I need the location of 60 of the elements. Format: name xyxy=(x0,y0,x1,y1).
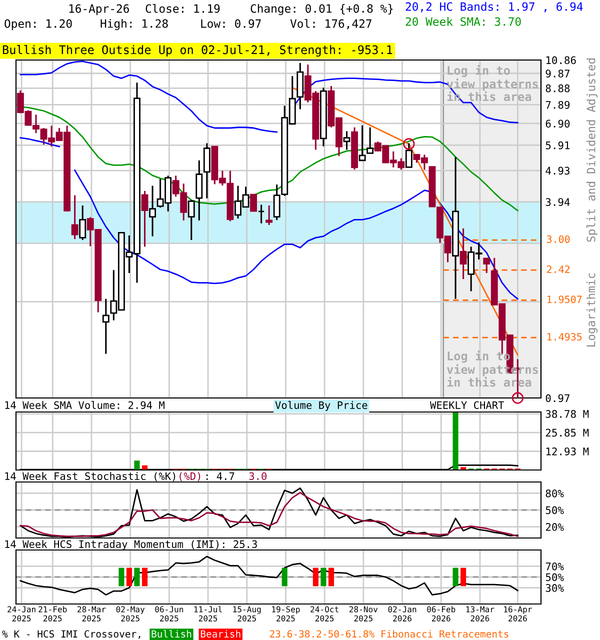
x-tick-label: 15-Aug 2025 xyxy=(233,606,261,622)
chart-title: 14 Week SMA Volume: 2.94 M xyxy=(5,401,164,410)
text: Close: 1.19 xyxy=(146,4,220,13)
text: High: 1.28 xyxy=(100,19,168,30)
text: Bearish xyxy=(200,630,240,638)
text: 23.6-38.2-50-61.8% Fibonacci Retracements xyxy=(270,630,508,638)
text: Volume By Price xyxy=(275,401,368,411)
y-tick-label: 25.85 M xyxy=(546,428,589,437)
text: 3.0 xyxy=(249,472,267,480)
text: 20,2 HC Bands: 1.97 , 6.94 xyxy=(406,2,583,12)
y-tick-label: 3.94 xyxy=(546,198,570,206)
chart-title: 14 Week HCS Intraday Momentum (IMI): 25.3 xyxy=(5,540,257,550)
text: 16-Apr-26 xyxy=(69,4,129,16)
x-tick-label: 06-Feb 2026 xyxy=(427,606,456,622)
y-tick-label: 12.93 M xyxy=(546,448,589,456)
x-tick-label: 06-Jun 2025 xyxy=(155,606,184,622)
y-tick-label: 5.91 xyxy=(546,141,570,150)
x-tick-label: 21-Feb 2025 xyxy=(38,606,67,622)
y-tick-label: 10.86 xyxy=(546,56,576,64)
y-tick-label: 8.88 xyxy=(546,84,570,92)
y-tick-label: 30% xyxy=(546,584,564,592)
x-tick-label: 24-Oct 2025 xyxy=(310,606,338,622)
text: Vol: 176,427 xyxy=(290,19,372,30)
x-tick-label: 02-May 2025 xyxy=(116,606,145,622)
text: Logarithmic xyxy=(586,273,598,347)
text: : 4.7 xyxy=(206,472,234,480)
ref-line-label: 2.42 xyxy=(546,265,570,273)
text: Bullish xyxy=(152,630,192,638)
y-tick-label: 7.89 xyxy=(546,100,570,109)
text: Low: 0.97 xyxy=(201,19,261,28)
text: Change: 0.01 {+0.8 %} xyxy=(250,4,393,16)
y-tick-label: 20% xyxy=(546,523,564,531)
y-tick-label: 0.97 xyxy=(546,394,570,402)
text: % K - HCS IMI Crossover, xyxy=(2,630,140,639)
y-tick-label: 80% xyxy=(546,489,564,498)
ref-line-label: 1.4935 xyxy=(547,332,582,341)
chart-title: Bullish Three Outside Up on 02-Jul-21, Strength: -953.1 xyxy=(2,45,392,57)
y-tick-label: 6.90 xyxy=(546,120,570,128)
y-tick-label: 50% xyxy=(546,506,564,514)
y-tick-label: 9.87 xyxy=(546,70,570,78)
y-tick-label: 38.78 M xyxy=(546,410,589,418)
y-axis-title: Split and Dividend Adjusted xyxy=(586,58,598,242)
y-tick-label: 50% xyxy=(546,573,564,582)
x-tick-label: 02-Jan 2026 xyxy=(388,606,416,622)
ref-line-label: 1.9507 xyxy=(547,296,582,304)
text: Open: 1.20 xyxy=(4,19,72,30)
x-tick-label: 11-Jul 2025 xyxy=(194,606,222,622)
x-tick-label: 28-Nov 2025 xyxy=(349,606,378,622)
x-tick-label: 16-Apr 2026 xyxy=(504,606,532,622)
x-tick-label: 13-Mar 2026 xyxy=(466,606,494,622)
y-tick-label: 4.93 xyxy=(546,166,570,175)
text: 20 Week SMA: 3.70 xyxy=(406,17,521,26)
x-tick-label: 28-Mar 2025 xyxy=(78,606,106,622)
x-tick-label: 24-Jan 2025 xyxy=(8,606,36,622)
ref-line-label: 3.00 xyxy=(546,235,570,243)
x-tick-label: 19-Sep 2025 xyxy=(272,606,300,622)
y-tick-label: 70% xyxy=(546,562,564,570)
chart-title: 14 Week Fast Stochastic (%K) xyxy=(5,472,176,482)
text: (%D) xyxy=(180,472,200,482)
text: WEEKLY CHART xyxy=(430,401,504,410)
